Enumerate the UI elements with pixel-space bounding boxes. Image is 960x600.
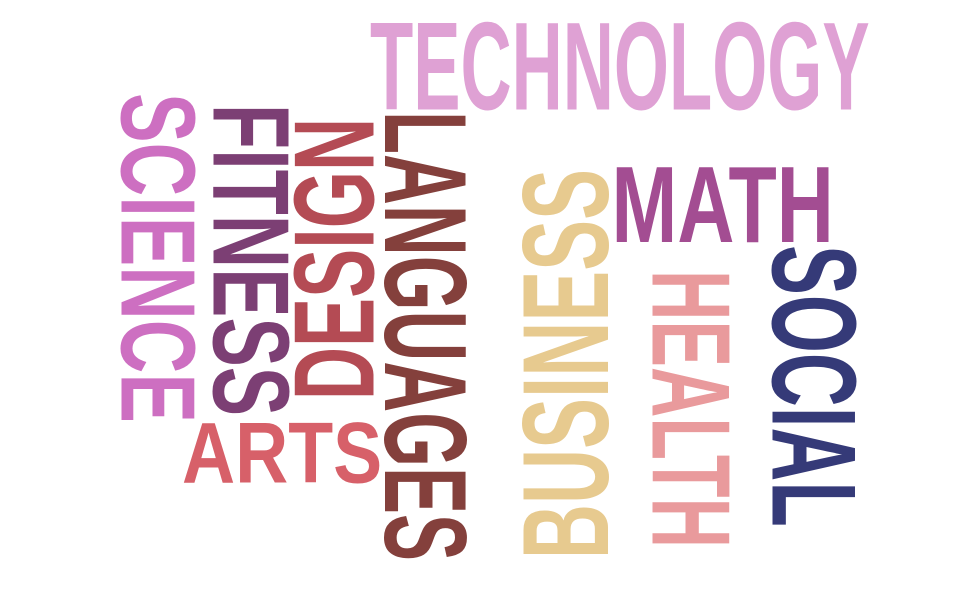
word-languages: LANGUAGES <box>358 111 490 561</box>
word-math: MATH <box>611 144 834 266</box>
word-health: HEALTH <box>627 269 753 549</box>
word-arts: ARTS <box>182 404 383 502</box>
word-social: SOCIAL <box>746 245 880 527</box>
word-business: BUSINESS <box>497 168 635 560</box>
word-technology: TECHNOLOGY <box>369 0 870 137</box>
